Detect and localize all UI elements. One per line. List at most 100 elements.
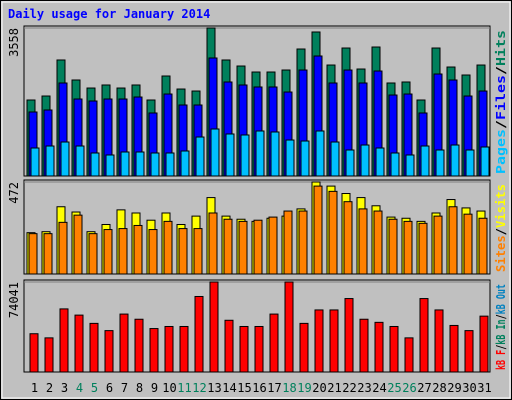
bar — [435, 149, 445, 177]
legend: Sites/Visits — [494, 184, 508, 272]
x-tick-label: 26 — [402, 381, 416, 395]
bar — [148, 229, 158, 275]
bar — [73, 214, 83, 275]
bar — [345, 149, 355, 177]
bar — [163, 220, 173, 275]
bar — [239, 325, 249, 373]
bar — [255, 130, 265, 177]
x-tick-label: 23 — [357, 381, 371, 395]
bar — [44, 337, 54, 373]
bar — [360, 144, 370, 177]
bar — [253, 219, 263, 275]
bar — [88, 233, 98, 275]
bar — [463, 213, 473, 275]
y-tick-label: 3558 — [7, 28, 21, 57]
x-tick-label: 14 — [222, 381, 236, 395]
bar — [195, 136, 205, 177]
bar — [390, 152, 400, 177]
x-tick-label: 19 — [297, 381, 311, 395]
y-tick-label: 74041 — [7, 282, 21, 318]
x-tick-label: 5 — [91, 381, 98, 395]
bar — [419, 298, 429, 373]
x-tick-label: 24 — [372, 381, 386, 395]
bar — [210, 128, 220, 177]
chart-title: Daily usage for January 2014 — [8, 7, 210, 21]
bar — [420, 145, 430, 177]
bar — [240, 134, 250, 177]
bar — [118, 228, 128, 275]
bar — [464, 330, 474, 373]
bar — [359, 318, 369, 373]
legend-entry: kB F — [494, 350, 508, 370]
bar — [479, 315, 489, 373]
bar — [284, 281, 294, 373]
bar — [208, 212, 218, 275]
bar — [328, 190, 338, 275]
x-tick-label: 30 — [462, 381, 476, 395]
x-tick-label: 13 — [207, 381, 221, 395]
x-tick-label: 1 — [31, 381, 38, 395]
bar — [434, 309, 444, 373]
bar — [330, 141, 340, 177]
legend-entry: Hits — [494, 30, 508, 66]
bar — [285, 139, 295, 177]
bar — [314, 309, 324, 373]
legend-entry: Files — [494, 75, 508, 120]
bar — [90, 152, 100, 177]
bar — [270, 131, 280, 177]
bar — [165, 152, 175, 177]
bar — [389, 325, 399, 373]
bar — [480, 146, 490, 177]
x-tick-label: 18 — [282, 381, 296, 395]
legend-entry: Visits — [494, 184, 508, 228]
bar — [403, 220, 413, 275]
bar — [135, 151, 145, 177]
x-tick-label: 17 — [267, 381, 281, 395]
bar — [224, 319, 234, 373]
x-tick-label: 28 — [432, 381, 446, 395]
bar — [344, 298, 354, 373]
bar — [418, 222, 428, 275]
bar — [194, 295, 204, 373]
legend-entry: kB In — [494, 319, 508, 344]
x-tick-label: 22 — [342, 381, 356, 395]
bar — [43, 233, 53, 275]
x-tick-label: 9 — [151, 381, 158, 395]
legend-separator: / — [494, 228, 508, 235]
legend-entry: kB Out — [494, 284, 508, 314]
bar — [74, 314, 84, 373]
bar — [405, 154, 415, 177]
bar — [254, 325, 264, 373]
legend-entry: Pages — [494, 129, 508, 174]
x-tick-label: 31 — [477, 381, 491, 395]
bar — [119, 313, 129, 373]
x-tick-label: 20 — [312, 381, 326, 395]
bar — [120, 151, 130, 177]
bar — [60, 141, 70, 177]
bar — [313, 185, 323, 275]
bar — [89, 322, 99, 373]
x-tick-label: 8 — [136, 381, 143, 395]
bar — [179, 325, 189, 373]
x-tick-label: 4 — [76, 381, 83, 395]
bar — [164, 325, 174, 373]
bar — [103, 229, 113, 275]
bar — [433, 215, 443, 275]
bar — [30, 147, 40, 177]
bar — [133, 224, 143, 275]
bar — [298, 210, 308, 275]
x-tick-label: 29 — [447, 381, 461, 395]
legend-separator: / — [494, 66, 508, 75]
x-tick-label: 25 — [387, 381, 401, 395]
bar — [45, 145, 55, 177]
bar — [105, 154, 115, 177]
bar — [388, 218, 398, 275]
bar — [374, 321, 384, 373]
bar — [178, 228, 188, 275]
bar — [180, 150, 190, 177]
x-tick-label: 27 — [417, 381, 431, 395]
bar — [465, 149, 475, 177]
